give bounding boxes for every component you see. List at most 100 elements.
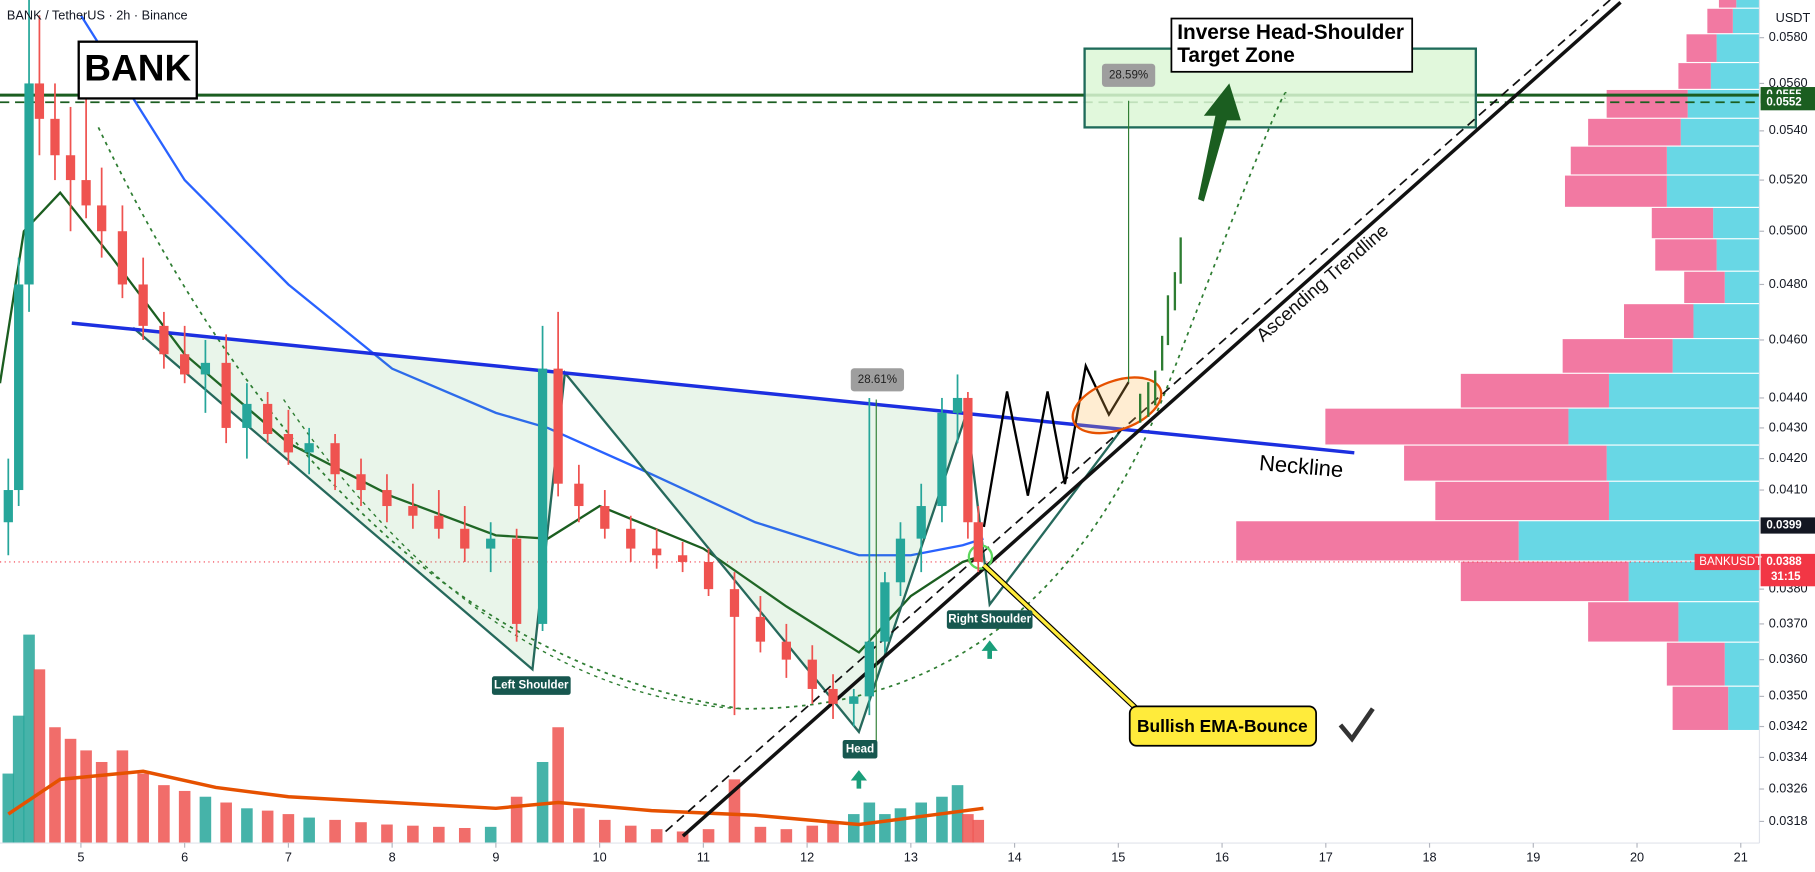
profile-sell (1678, 63, 1711, 89)
profile-sell (1718, 0, 1737, 8)
candle-body (574, 483, 584, 507)
profile-buy (1736, 0, 1760, 8)
symbol-box (77, 40, 198, 100)
volume-bar (780, 829, 793, 844)
candle-body (937, 412, 947, 507)
label-box (491, 676, 571, 695)
price-axis (1759, 0, 1815, 872)
callout-box (1128, 705, 1317, 747)
candle-body (952, 397, 963, 413)
x-tick-label: 5 (77, 849, 84, 864)
label-box (842, 739, 878, 759)
volume-bar (241, 808, 253, 844)
volume-bar (433, 826, 445, 844)
volume-bar (33, 669, 46, 844)
volume-bar (64, 738, 77, 844)
up-arrow (850, 770, 867, 789)
profile-sell (1325, 408, 1569, 445)
symbol-badge-label: BANKUSDT (1699, 556, 1762, 568)
pattern-label: Right Shoulder (948, 614, 1031, 626)
profile-buy (1693, 304, 1760, 338)
profile-buy (1608, 481, 1760, 521)
candle-body (849, 696, 859, 704)
cup-curve (97, 92, 1287, 710)
candle-body (34, 83, 45, 119)
pattern-label: Head (846, 743, 874, 755)
volume-bar (282, 814, 295, 844)
volume-bar (972, 819, 985, 844)
candle-body (14, 284, 24, 491)
candle-body (511, 538, 522, 624)
candle-body (382, 490, 392, 507)
x-tick-label: 8 (389, 849, 396, 864)
y-tick-label: 0.0360 (1769, 651, 1808, 666)
volume-bar (116, 750, 129, 844)
volume-bar (23, 634, 35, 844)
y-tick-label: 0.0350 (1769, 688, 1808, 703)
annotations: BANK Inverse Head-Shoulder Target Zone A… (7, 8, 1414, 759)
y-tick-label: 0.0540 (1769, 122, 1808, 137)
volume-bar (676, 831, 689, 844)
candle-body (537, 368, 548, 624)
chart-title: BANK / TetherUS · 2h · Binance (7, 8, 188, 23)
candle-body (460, 528, 470, 549)
neckline-label: Neckline (1258, 450, 1344, 482)
volume-bar (355, 822, 367, 844)
candle-body (807, 659, 817, 689)
y-tick-label: 0.0520 (1769, 171, 1808, 186)
price-badge (1760, 94, 1815, 111)
x-tick-label: 11 (697, 849, 710, 864)
candle-body (242, 403, 252, 428)
profile-sell (1672, 686, 1729, 730)
profile-buy (1716, 239, 1760, 271)
countdown-label: 31:15 (1771, 571, 1801, 583)
volume-bar (303, 817, 315, 844)
y-tick-label: 0.0580 (1769, 29, 1808, 44)
price-badge (1760, 517, 1815, 534)
candle-body (117, 231, 128, 285)
profile-sell (1404, 445, 1607, 481)
candle-body (263, 403, 273, 435)
profile-buy (1710, 63, 1760, 89)
price-badge-label: 0.0388 (1766, 556, 1802, 568)
up-arrow (981, 640, 998, 659)
volume-ma (7, 769, 984, 827)
price-badge-label: 0.0552 (1766, 96, 1801, 108)
trendline-label: Ascending Trendline (1252, 220, 1392, 346)
volume-bar (702, 829, 715, 844)
candle-body (486, 538, 496, 549)
y-tick-label: 0.0326 (1769, 780, 1808, 795)
x-tick-label: 21 (1734, 849, 1748, 864)
symbol-label: BANK (84, 46, 191, 88)
profile-buy (1732, 8, 1760, 34)
pattern-outline (132, 326, 1122, 735)
candle-body (200, 362, 211, 375)
trendline-dashed (665, 0, 1612, 833)
price-badge (1760, 553, 1815, 587)
profile-sell (1570, 146, 1667, 175)
candle-body (408, 506, 418, 516)
x-tick-label: 18 (1422, 849, 1436, 864)
candle-body (159, 325, 169, 355)
candle-body (434, 515, 444, 529)
y-tick-label: 0.0460 (1769, 331, 1808, 346)
volume-bar (484, 826, 497, 844)
candle-body (703, 561, 714, 590)
candle-body (138, 284, 148, 326)
measures: 28.59% 28.61% (850, 63, 1156, 742)
candle-body (916, 506, 926, 539)
volume-bar (754, 826, 767, 844)
profile-buy (1666, 175, 1760, 207)
pattern-drawings (71, 0, 1622, 838)
candle-body (330, 443, 340, 475)
candle-body (81, 180, 91, 206)
profile-buy (1666, 146, 1760, 175)
profile-buy (1724, 271, 1760, 304)
volume-bar (80, 750, 92, 844)
profile-sell (1624, 304, 1694, 338)
candle-body (97, 205, 107, 232)
profile-sell (1707, 8, 1733, 34)
candle-body (755, 616, 766, 642)
candle-body (283, 434, 294, 453)
candle-body (652, 548, 662, 556)
